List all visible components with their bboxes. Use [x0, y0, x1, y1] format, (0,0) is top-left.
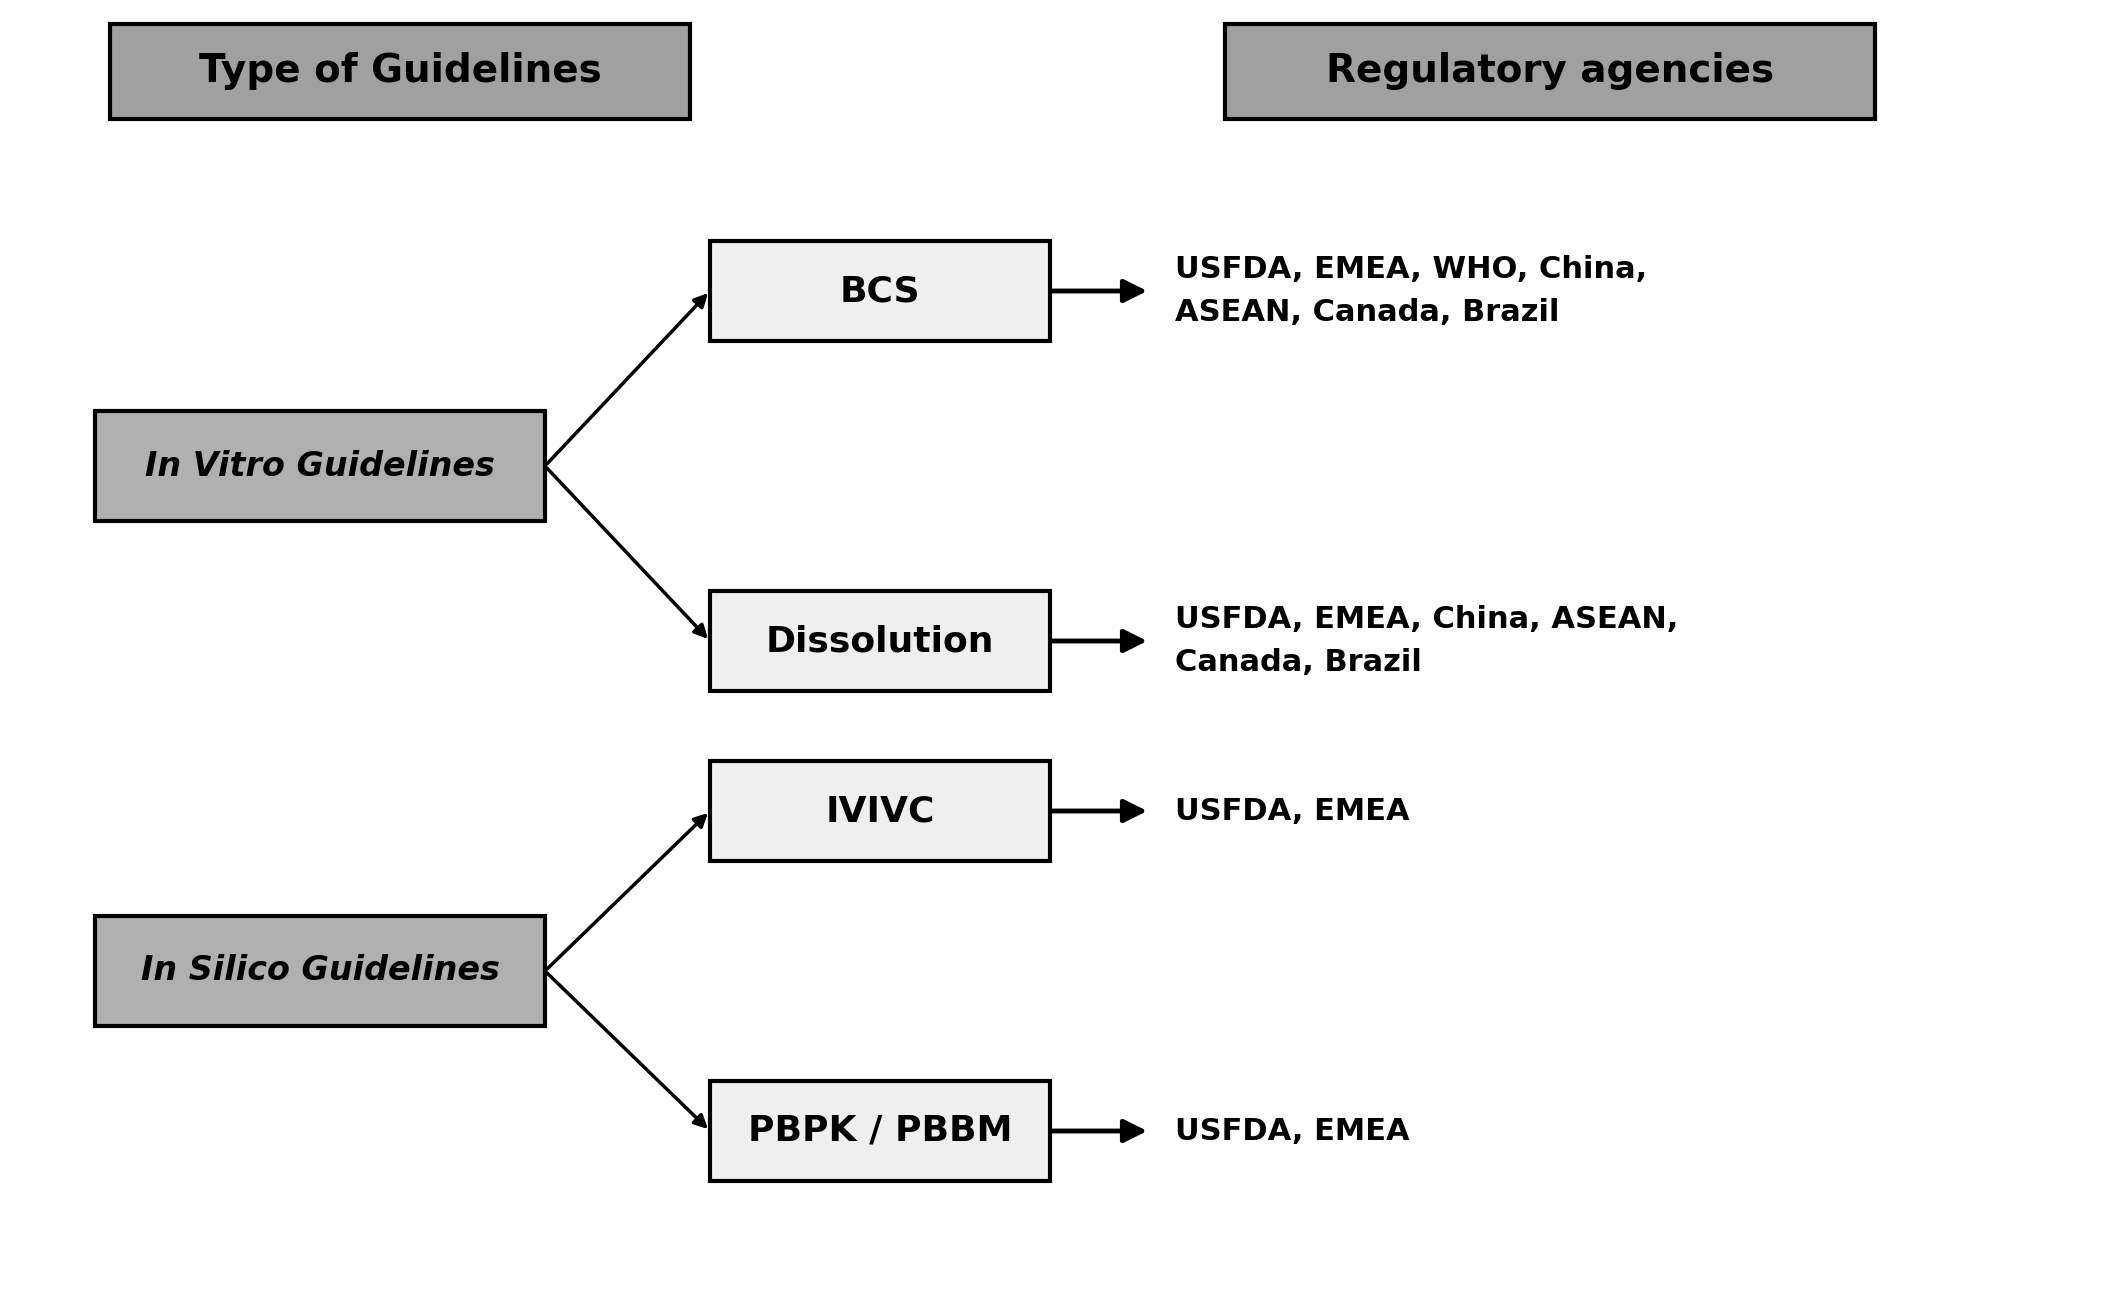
Bar — [711, 761, 1049, 861]
Text: Regulatory agencies: Regulatory agencies — [1326, 52, 1775, 90]
Text: In Silico Guidelines: In Silico Guidelines — [140, 955, 500, 987]
Text: IVIVC: IVIVC — [826, 794, 934, 828]
Bar — [711, 1081, 1049, 1181]
Text: USFDA, EMEA: USFDA, EMEA — [1175, 1117, 1409, 1145]
Text: USFDA, EMEA, WHO, China,
ASEAN, Canada, Brazil: USFDA, EMEA, WHO, China, ASEAN, Canada, … — [1175, 255, 1647, 326]
Text: USFDA, EMEA, China, ASEAN,
Canada, Brazil: USFDA, EMEA, China, ASEAN, Canada, Brazi… — [1175, 605, 1679, 677]
Text: In Vitro Guidelines: In Vitro Guidelines — [145, 449, 496, 482]
Bar — [96, 411, 545, 521]
Text: BCS: BCS — [841, 274, 919, 308]
Bar — [96, 916, 545, 1027]
Text: PBPK / PBBM: PBPK / PBBM — [747, 1114, 1013, 1148]
Bar — [1226, 24, 1875, 119]
Bar — [111, 24, 689, 119]
Text: Dissolution: Dissolution — [766, 624, 994, 658]
Text: Type of Guidelines: Type of Guidelines — [198, 52, 602, 90]
Bar — [711, 592, 1049, 691]
Text: USFDA, EMEA: USFDA, EMEA — [1175, 797, 1409, 825]
Bar — [711, 242, 1049, 341]
